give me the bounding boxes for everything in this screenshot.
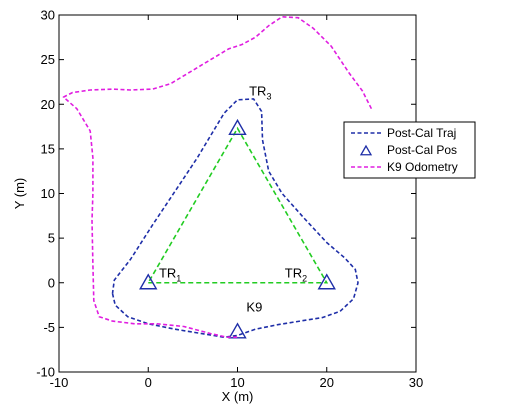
- axes: -10 0 10 20 30 -10 -5 0 5 10 15 20 25 30: [36, 8, 423, 391]
- y-tick-label: 5: [48, 231, 55, 246]
- post-cal-traj-line: [111, 98, 359, 339]
- annotation-tr3: TR3: [249, 83, 271, 101]
- y-tick-label: 20: [41, 97, 55, 112]
- y-tick-label: 10: [41, 186, 55, 201]
- y-tick-label: 0: [48, 275, 55, 290]
- y-axis-label: Y (m): [12, 178, 27, 210]
- post-cal-pos-marker: [228, 322, 247, 339]
- x-tick-label: 20: [320, 375, 334, 390]
- x-tick-label: 0: [145, 375, 152, 390]
- legend-box: [343, 121, 476, 179]
- annotation-tr2: TR2: [285, 265, 307, 283]
- x-tick-label: 10: [230, 375, 244, 390]
- post-cal-pos-marker: [317, 273, 336, 290]
- legend-label: K9 Odometry: [387, 160, 458, 174]
- triangle-path: [146, 126, 329, 284]
- annotation-k9: K9: [246, 299, 262, 314]
- legend: Post-Cal Traj Post-Cal Pos K9 Odometry: [343, 121, 476, 179]
- k9-odometry-line: [62, 15, 373, 339]
- annotation-tr1: TR1: [159, 265, 181, 283]
- data-layer: TR1 TR2 TR3 K9: [62, 15, 373, 339]
- x-tick-label: -10: [50, 375, 69, 390]
- post-cal-pos-marker: [228, 118, 247, 136]
- legend-label: Post-Cal Pos: [387, 143, 457, 157]
- x-axis-label: X (m): [222, 389, 254, 404]
- plot-frame: [58, 14, 417, 373]
- y-tick-label: 15: [41, 141, 55, 156]
- legend-label: Post-Cal Traj: [387, 126, 456, 140]
- y-tick-label: 30: [41, 8, 55, 23]
- y-tick-label: -10: [36, 365, 55, 380]
- legend-swatch: [359, 144, 373, 156]
- post-cal-pos-marker: [139, 273, 158, 290]
- y-tick-label: -5: [43, 320, 55, 335]
- x-tick-label: 30: [409, 375, 423, 390]
- y-tick-label: 25: [41, 52, 55, 67]
